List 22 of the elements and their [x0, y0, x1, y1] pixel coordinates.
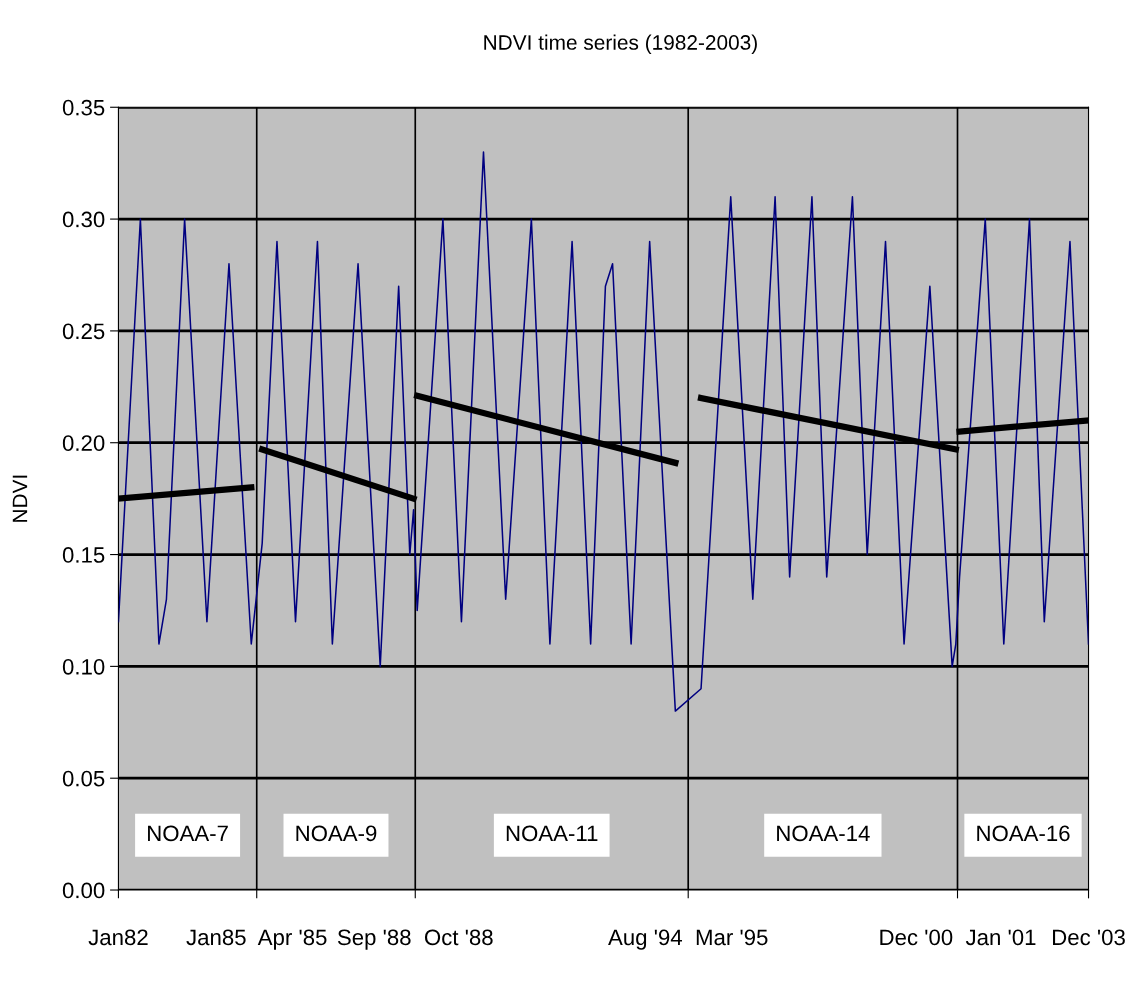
y-tick-label: 0.35	[62, 99, 105, 116]
chart-title: NDVI time series (1982-2003)	[484, 34, 757, 54]
x-tick-label: Dec '03	[1053, 929, 1125, 946]
y-tick-label: 0.25	[62, 323, 105, 340]
y-tick-label: 0.00	[62, 882, 105, 899]
x-tick-label: Sep '88 Oct '88	[337, 929, 493, 950]
line-series	[118, 151, 1089, 712]
y-tick-label: 0.10	[62, 658, 105, 675]
y-tick-label: 0.05	[62, 770, 105, 787]
x-tick-label: Jan85 Apr '85	[186, 929, 327, 950]
annotation: NOAA-11	[506, 825, 598, 842]
y-tick-label: 0.20	[62, 435, 105, 451]
x-tick-label: Aug '94 Mar '95	[608, 929, 768, 950]
annotation: NOAA-14	[777, 825, 870, 842]
y-tick-label: 0.15	[62, 547, 105, 563]
y-tick-label: 0.30	[62, 211, 105, 228]
annotation: NOAA-9	[296, 825, 377, 842]
annotation: NOAA-16	[977, 825, 1070, 842]
annotation: NOAA-7	[148, 825, 228, 842]
y-axis-title: NDVI	[12, 475, 28, 522]
x-tick-label: Jan82	[88, 929, 148, 946]
x-tick-label: Dec '00 Jan '01	[880, 929, 1036, 946]
